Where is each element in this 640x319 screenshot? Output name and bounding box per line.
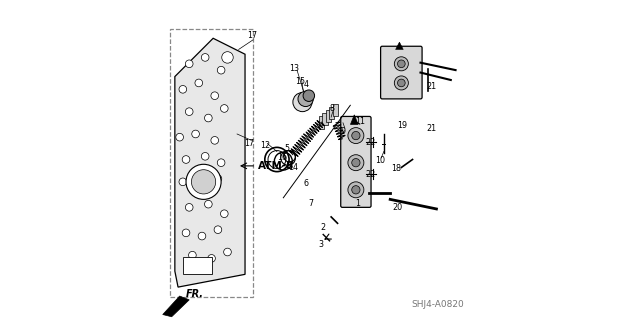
- Circle shape: [348, 155, 364, 171]
- Polygon shape: [333, 104, 338, 116]
- Text: 20: 20: [392, 204, 403, 212]
- Circle shape: [221, 52, 233, 63]
- Circle shape: [348, 128, 364, 144]
- Text: 3: 3: [319, 241, 323, 249]
- Circle shape: [198, 232, 206, 240]
- Text: 8: 8: [330, 104, 335, 113]
- Circle shape: [195, 79, 203, 87]
- Circle shape: [397, 79, 405, 87]
- Circle shape: [352, 186, 360, 194]
- Circle shape: [394, 57, 408, 71]
- Circle shape: [182, 156, 190, 163]
- Text: 13: 13: [289, 64, 299, 73]
- Text: 7: 7: [308, 199, 314, 208]
- Circle shape: [179, 85, 187, 93]
- Text: 11: 11: [355, 117, 365, 126]
- Circle shape: [211, 92, 218, 100]
- Circle shape: [186, 164, 221, 199]
- Text: 5: 5: [285, 144, 290, 153]
- Text: 17: 17: [244, 139, 254, 148]
- Text: 16: 16: [277, 153, 287, 162]
- Circle shape: [186, 108, 193, 115]
- Text: 6: 6: [303, 179, 308, 188]
- FancyBboxPatch shape: [340, 116, 371, 207]
- Text: 21: 21: [426, 82, 436, 91]
- Circle shape: [202, 54, 209, 61]
- Text: SHJ4-A0820: SHJ4-A0820: [412, 300, 465, 309]
- Circle shape: [176, 133, 184, 141]
- Circle shape: [191, 170, 216, 194]
- Circle shape: [182, 229, 190, 237]
- Circle shape: [298, 91, 314, 107]
- Circle shape: [218, 159, 225, 167]
- Circle shape: [208, 255, 216, 262]
- Circle shape: [189, 251, 196, 259]
- Circle shape: [186, 204, 193, 211]
- Circle shape: [394, 76, 408, 90]
- Circle shape: [303, 90, 315, 101]
- Circle shape: [220, 210, 228, 218]
- FancyBboxPatch shape: [381, 46, 422, 99]
- Circle shape: [223, 248, 231, 256]
- Text: 17: 17: [247, 31, 257, 40]
- Circle shape: [179, 178, 187, 186]
- Bar: [183, 257, 212, 274]
- Text: 19: 19: [397, 121, 408, 130]
- Text: 2: 2: [320, 223, 325, 232]
- Circle shape: [202, 152, 209, 160]
- Polygon shape: [175, 38, 245, 287]
- Polygon shape: [323, 113, 328, 125]
- Circle shape: [195, 181, 203, 189]
- Text: 10: 10: [375, 156, 385, 165]
- Circle shape: [205, 200, 212, 208]
- Circle shape: [352, 159, 360, 167]
- Circle shape: [293, 93, 312, 112]
- Text: 12: 12: [260, 141, 270, 150]
- Text: 1: 1: [355, 199, 360, 208]
- Text: FR.: FR.: [186, 289, 204, 300]
- Polygon shape: [319, 116, 324, 129]
- Polygon shape: [326, 110, 331, 122]
- Circle shape: [397, 60, 405, 68]
- Polygon shape: [163, 296, 189, 317]
- Circle shape: [352, 131, 360, 140]
- Text: 4: 4: [304, 80, 309, 89]
- Circle shape: [218, 66, 225, 74]
- Polygon shape: [351, 115, 358, 124]
- Text: 21: 21: [426, 124, 436, 133]
- Text: 14: 14: [289, 163, 298, 172]
- Text: 15: 15: [295, 77, 305, 86]
- Text: 18: 18: [391, 164, 401, 173]
- Circle shape: [220, 105, 228, 112]
- Circle shape: [205, 114, 212, 122]
- Circle shape: [186, 60, 193, 68]
- Text: 22: 22: [365, 170, 376, 179]
- Text: ATM-8: ATM-8: [258, 161, 294, 171]
- Text: 9: 9: [340, 127, 346, 136]
- Circle shape: [192, 130, 200, 138]
- Circle shape: [211, 137, 218, 144]
- Circle shape: [214, 175, 221, 182]
- Text: 22: 22: [365, 138, 376, 147]
- Polygon shape: [330, 107, 335, 119]
- Polygon shape: [396, 42, 403, 49]
- Circle shape: [348, 182, 364, 198]
- Circle shape: [214, 226, 221, 234]
